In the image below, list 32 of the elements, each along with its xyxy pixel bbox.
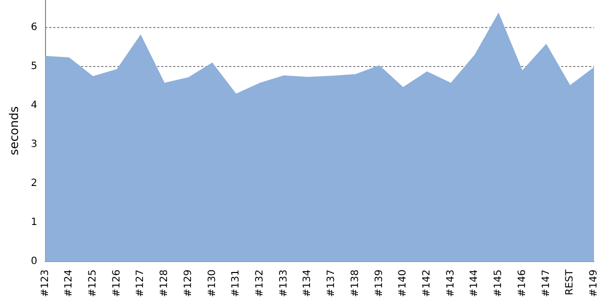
x-tick-label: #125 — [87, 270, 98, 298]
x-tick-label: #138 — [350, 270, 361, 298]
x-tick-label: #147 — [540, 270, 552, 298]
y-tick-label: 5 — [30, 60, 38, 72]
x-tick-label: #140 — [398, 270, 409, 298]
x-tick-label: #132 — [254, 270, 266, 298]
x-tick-label: #127 — [135, 270, 146, 298]
x-tick-label: #139 — [374, 270, 385, 298]
x-tick-label: #131 — [230, 270, 242, 298]
x-tick-label: #143 — [445, 270, 456, 298]
y-tick-label: 1 — [30, 217, 38, 228]
x-tick-label: #126 — [111, 270, 122, 298]
x-tick-label: #144 — [469, 270, 480, 298]
x-tick-label: #128 — [159, 270, 170, 298]
x-tick-label: #134 — [302, 270, 314, 298]
y-tick-label: 4 — [30, 100, 38, 111]
x-tick-label: #124 — [64, 270, 75, 298]
x-tick-label: #123 — [40, 270, 51, 298]
x-tick-label: #129 — [182, 270, 194, 298]
x-tick-label: #145 — [493, 270, 504, 298]
y-axis-title: seconds — [7, 106, 21, 156]
x-tick-label: #137 — [326, 270, 338, 298]
x-tick-label: #149 — [588, 270, 600, 298]
y-tick-label: 6 — [30, 22, 38, 33]
y-tick-label: 2 — [30, 178, 38, 189]
x-tick-label: #142 — [421, 270, 432, 298]
x-tick-label: #146 — [516, 270, 528, 298]
x-tick-label: #130 — [206, 270, 218, 298]
y-tick-label: 0 — [30, 256, 38, 268]
y-tick-label: 3 — [30, 138, 38, 150]
x-tick-label: REST — [564, 268, 576, 296]
x-tick-label: #133 — [278, 270, 290, 298]
